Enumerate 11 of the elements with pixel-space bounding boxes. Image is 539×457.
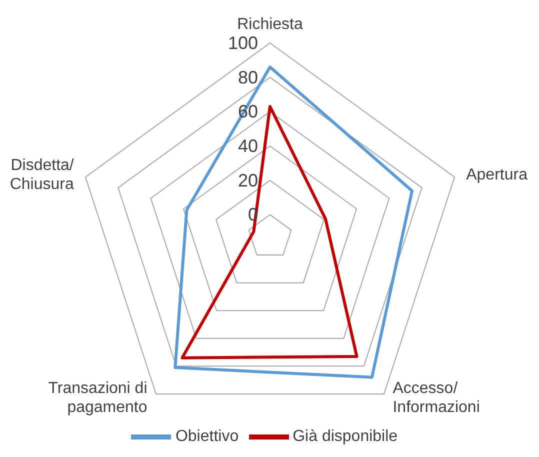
spoke-label: Accesso/ Informazioni [392,380,480,416]
y-tick-label: 80 [238,67,258,88]
spoke-label: Apertura [466,166,528,184]
y-tick-label: 100 [228,33,258,53]
spoke-label: Disdetta/ Chiusura [10,157,74,194]
spoke-label: Richiesta [237,16,303,33]
y-tick-label: 40 [238,136,258,156]
legend-label: Obiettivo [175,428,239,446]
y-tick-label: 20 [238,170,258,190]
legend-label: Già disponibile [292,428,398,446]
spoke-label: Transazioni di pagamento [48,380,148,416]
